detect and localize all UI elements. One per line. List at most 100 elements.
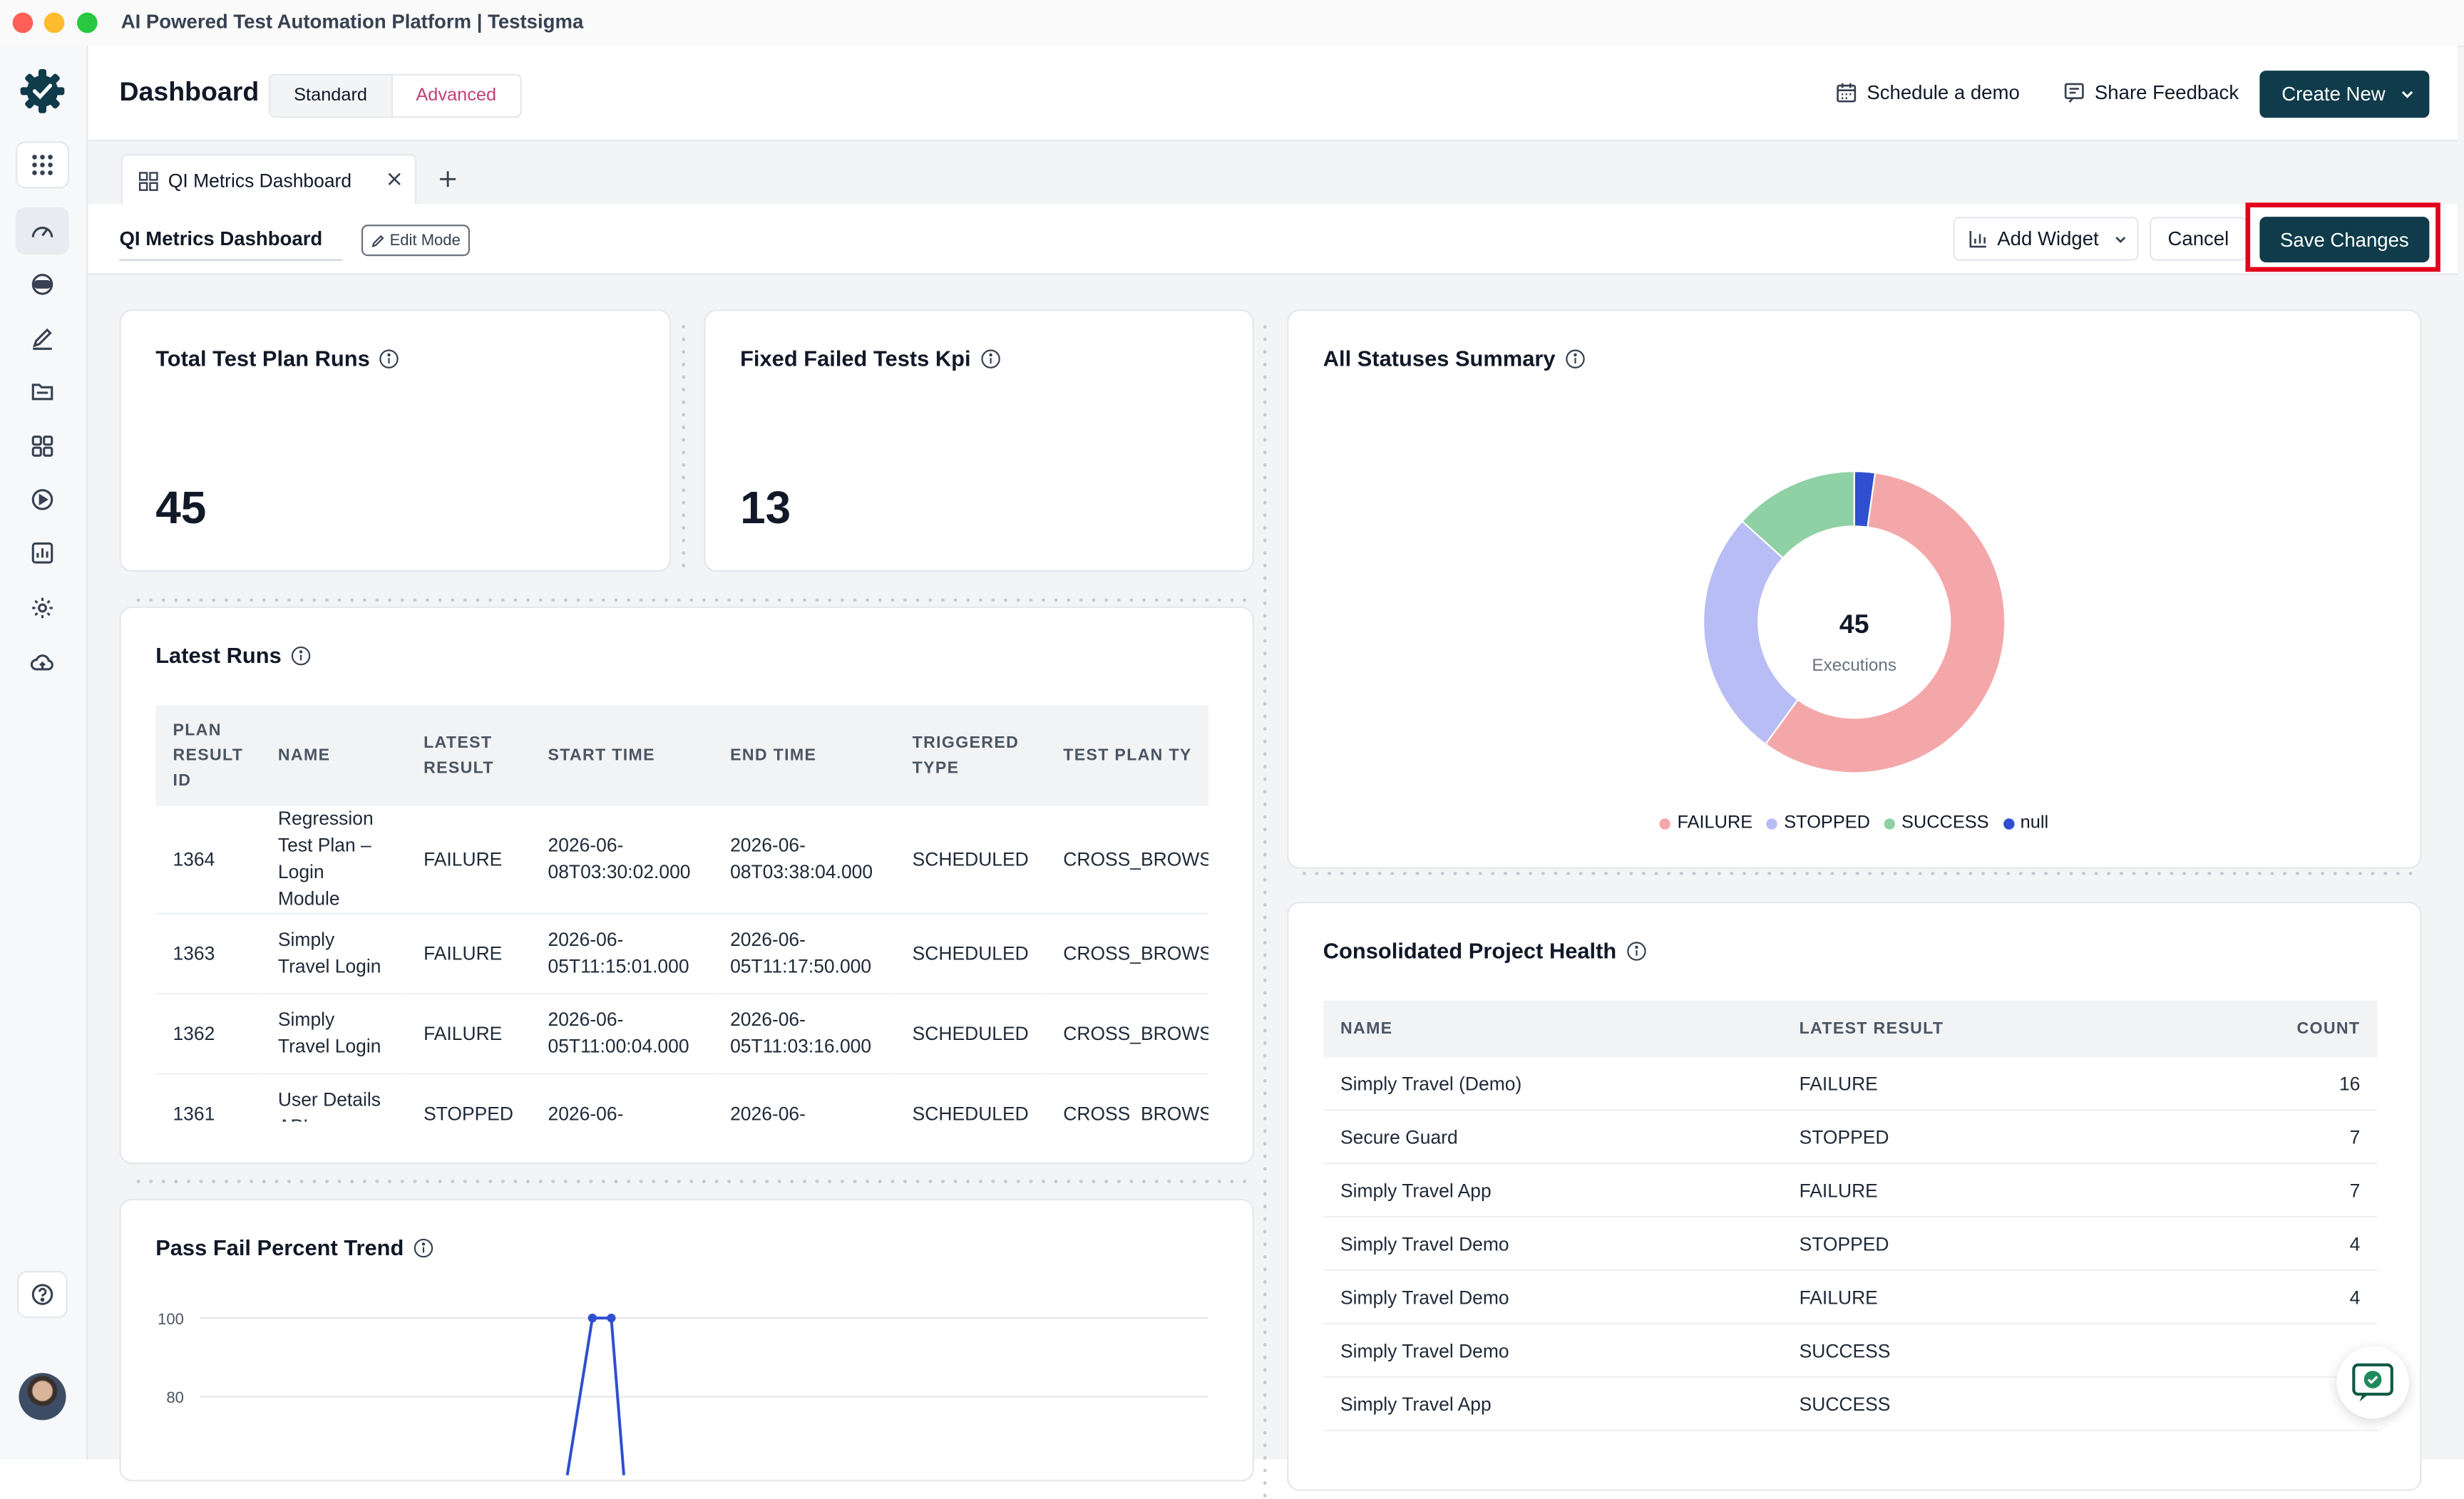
pencil-icon bbox=[371, 234, 384, 247]
cell-result: STOPPED bbox=[406, 1073, 531, 1122]
cell-result: FAILURE bbox=[406, 805, 531, 915]
column-header[interactable]: NAME bbox=[260, 705, 406, 806]
table-row[interactable]: 1361 User Details API STOPPED 2026-06- 2… bbox=[155, 1073, 1208, 1122]
create-new-label: Create New bbox=[2281, 83, 2386, 105]
testsigma-logo-icon[interactable] bbox=[19, 68, 66, 115]
cell-result: SUCCESS bbox=[1782, 1376, 2167, 1431]
add-tab-icon[interactable] bbox=[437, 168, 459, 190]
table-row[interactable]: Simply Travel Demo STOPPED 4 bbox=[1323, 1216, 2378, 1272]
add-widget-label: Add Widget bbox=[1997, 227, 2099, 250]
column-header[interactable]: LATEST RESULT bbox=[1782, 1000, 2167, 1058]
window-close-button[interactable] bbox=[12, 12, 34, 34]
column-header[interactable]: TRIGGERED TYPE bbox=[895, 705, 1047, 806]
column-header[interactable]: START TIME bbox=[530, 705, 713, 806]
cell-name: Simply Travel Login bbox=[260, 913, 406, 995]
kpi-value: 45 bbox=[155, 483, 207, 535]
cloud-upload-icon[interactable] bbox=[16, 639, 69, 686]
table-row[interactable]: Simply Travel Demo FAILURE 4 bbox=[1323, 1269, 2378, 1324]
table-row[interactable]: 1364 Regression Test Plan – Login Module… bbox=[155, 805, 1208, 915]
info-icon[interactable] bbox=[414, 1237, 434, 1258]
close-tab-icon[interactable] bbox=[386, 171, 402, 187]
add-widget-button[interactable]: Add Widget bbox=[1953, 217, 2139, 261]
table-row[interactable]: 1362 Simply Travel Login FAILURE 2026-06… bbox=[155, 994, 1208, 1075]
table-header-row: PLAN RESULT ID NAME LATEST RESULT START … bbox=[155, 705, 1208, 806]
share-feedback-link[interactable]: Share Feedback bbox=[2063, 82, 2239, 103]
cell-type: CROSS_BROWSER bbox=[1046, 913, 1208, 995]
table-row[interactable]: 1363 Simply Travel Login FAILURE 2026-06… bbox=[155, 913, 1208, 995]
edit-mode-badge[interactable]: Edit Mode bbox=[361, 225, 471, 257]
trend-data-point[interactable] bbox=[607, 1313, 616, 1323]
info-icon[interactable] bbox=[980, 348, 1001, 369]
legend-item-null[interactable]: null bbox=[2003, 814, 2048, 833]
legend-item-success[interactable]: SUCCESS bbox=[1884, 814, 1989, 833]
bar-chart-icon[interactable] bbox=[16, 530, 69, 577]
widget-title: Total Test Plan Runs bbox=[155, 346, 399, 371]
info-icon[interactable] bbox=[379, 348, 400, 369]
info-icon[interactable] bbox=[1565, 348, 1586, 369]
advanced-view-tab[interactable]: Advanced bbox=[391, 75, 520, 117]
all-statuses-donut-chart: 45 Executions bbox=[1703, 470, 2006, 774]
trend-data-point[interactable] bbox=[587, 1313, 597, 1323]
table-row[interactable]: Simply Travel Demo SUCCESS bbox=[1323, 1323, 2378, 1378]
cancel-button[interactable]: Cancel bbox=[2150, 217, 2247, 261]
dashboard-tabs: QI Metrics Dashboard bbox=[88, 141, 2458, 206]
column-header[interactable]: PLAN RESULT ID bbox=[155, 705, 261, 806]
table-row[interactable]: Simply Travel App FAILURE 7 bbox=[1323, 1163, 2378, 1218]
help-icon[interactable] bbox=[17, 1271, 68, 1319]
cell-name: Simply Travel App bbox=[1323, 1163, 1782, 1218]
edit-pen-icon[interactable] bbox=[16, 314, 69, 361]
feedback-icon bbox=[2064, 83, 2084, 103]
cell-end: 2026-06-05T11:03:16.000 bbox=[712, 994, 895, 1075]
cell-id: 1363 bbox=[155, 913, 261, 995]
donut-slice-stopped[interactable] bbox=[1703, 520, 1800, 746]
create-new-button[interactable]: Create New bbox=[2259, 71, 2430, 118]
column-header[interactable]: LATEST RESULT bbox=[406, 705, 531, 806]
cell-type: CROSS_BROWSER bbox=[1046, 1073, 1208, 1122]
all-statuses-summary-widget: All Statuses Summary 45 Executions FAILU… bbox=[1287, 309, 2422, 869]
chat-assistant-button[interactable] bbox=[2336, 1346, 2409, 1419]
column-header[interactable]: TEST PLAN TY bbox=[1046, 705, 1208, 806]
table-row[interactable]: Simply Travel App SUCCESS bbox=[1323, 1376, 2378, 1431]
cell-end: 2026-06-05T11:17:50.000 bbox=[712, 913, 895, 995]
settings-gear-icon[interactable] bbox=[16, 584, 69, 632]
cell-name: Regression Test Plan – Login Module bbox=[260, 805, 406, 915]
dashboard-gauge-icon[interactable] bbox=[16, 207, 69, 255]
cell-start: 2026-06-05T11:00:04.000 bbox=[530, 994, 713, 1075]
donut-slice-success[interactable] bbox=[1740, 470, 1855, 560]
cell-end: 2026-06- bbox=[712, 1073, 895, 1122]
schedule-demo-link[interactable]: Schedule a demo bbox=[1835, 82, 2020, 103]
apps-grid-icon[interactable] bbox=[16, 141, 69, 189]
window-minimize-button[interactable] bbox=[43, 12, 65, 34]
dashboard-grid-icon bbox=[138, 171, 158, 190]
kpi-value: 13 bbox=[740, 483, 791, 535]
info-icon[interactable] bbox=[291, 645, 312, 666]
save-changes-button[interactable]: Save Changes bbox=[2259, 217, 2430, 263]
cell-result: STOPPED bbox=[1782, 1216, 2167, 1272]
column-header[interactable]: END TIME bbox=[712, 705, 895, 806]
standard-view-tab[interactable]: Standard bbox=[270, 75, 391, 117]
folder-icon[interactable] bbox=[16, 368, 69, 415]
latest-runs-widget: Latest Runs PLAN RESULT ID NAME LATEST R… bbox=[119, 606, 1254, 1165]
widget-title-text: Fixed Failed Tests Kpi bbox=[740, 345, 971, 371]
tab-qi-metrics-dashboard[interactable]: QI Metrics Dashboard bbox=[120, 153, 417, 206]
widget-title: Pass Fail Percent Trend bbox=[155, 1235, 433, 1260]
cell-triggered: SCHEDULED bbox=[895, 994, 1047, 1075]
info-icon[interactable] bbox=[1626, 940, 1646, 961]
window-maximize-button[interactable] bbox=[76, 12, 98, 34]
widgets-grid-icon[interactable] bbox=[16, 423, 69, 470]
table-row[interactable]: Simply Travel (Demo) FAILURE 16 bbox=[1323, 1057, 2378, 1111]
legend-item-failure[interactable]: FAILURE bbox=[1660, 814, 1752, 833]
dashboard-name-field[interactable]: QI Metrics Dashboard bbox=[119, 228, 343, 261]
table-header-row: NAME LATEST RESULT COUNT bbox=[1323, 1000, 2378, 1058]
table-row[interactable]: Secure Guard STOPPED 7 bbox=[1323, 1110, 2378, 1165]
user-avatar[interactable] bbox=[19, 1373, 66, 1421]
robot-icon[interactable] bbox=[16, 261, 69, 308]
column-header[interactable]: COUNT bbox=[2167, 1000, 2378, 1058]
donut-slice-failure[interactable] bbox=[1764, 472, 2006, 774]
column-header[interactable]: NAME bbox=[1323, 1000, 1782, 1058]
legend-item-stopped[interactable]: STOPPED bbox=[1767, 814, 1870, 833]
widget-title-text: Consolidated Project Health bbox=[1323, 937, 1617, 964]
play-circle-icon[interactable] bbox=[16, 476, 69, 523]
cell-count: 7 bbox=[2167, 1163, 2378, 1218]
widget-title-text: Total Test Plan Runs bbox=[155, 345, 370, 371]
